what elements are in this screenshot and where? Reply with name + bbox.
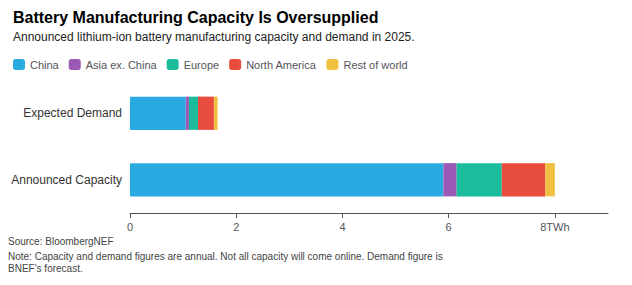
svg-text:Announced Capacity: Announced Capacity <box>11 173 122 187</box>
svg-text:Note: Capacity and demand figu: Note: Capacity and demand figures are an… <box>8 251 443 262</box>
svg-text:BNEF's forecast.: BNEF's forecast. <box>8 263 83 274</box>
svg-text:North America: North America <box>246 59 317 71</box>
svg-text:8TWh: 8TWh <box>540 221 569 233</box>
svg-text:Rest of world: Rest of world <box>343 59 407 71</box>
svg-text:Asia ex. China: Asia ex. China <box>86 59 158 71</box>
svg-text:Announced lithium-ion battery: Announced lithium-ion battery manufactur… <box>13 30 415 44</box>
svg-text:2: 2 <box>233 221 239 233</box>
svg-text:0: 0 <box>127 221 133 233</box>
svg-text:Battery Manufacturing Capacity: Battery Manufacturing Capacity Is Oversu… <box>13 9 378 26</box>
svg-text:6: 6 <box>446 221 452 233</box>
svg-text:Source: BloombergNEF: Source: BloombergNEF <box>8 236 114 247</box>
svg-text:4: 4 <box>339 221 345 233</box>
svg-text:Expected Demand: Expected Demand <box>23 106 122 120</box>
svg-text:Europe: Europe <box>184 59 219 71</box>
svg-text:China: China <box>30 59 60 71</box>
